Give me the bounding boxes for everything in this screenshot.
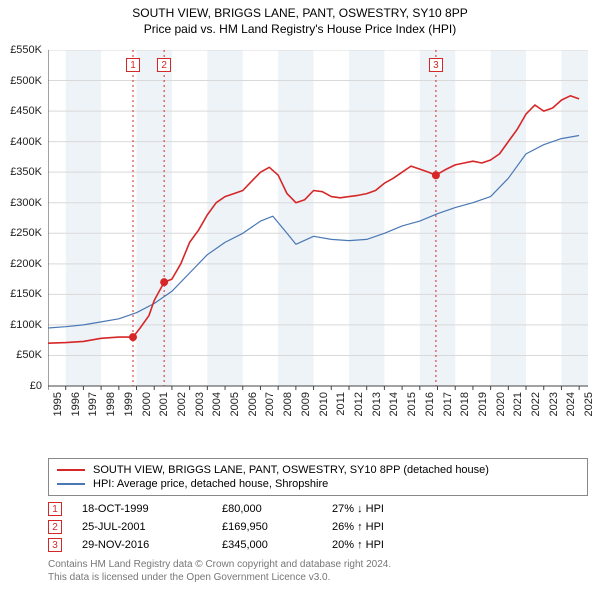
x-tick-label: 2017 — [442, 392, 454, 416]
chart-title: SOUTH VIEW, BRIGGS LANE, PANT, OSWESTRY,… — [0, 0, 600, 36]
y-tick-label: £150K — [0, 288, 42, 300]
sale-row: 3 29-NOV-2016£345,00020% ↑ HPI — [48, 536, 452, 554]
x-tick-label: 2005 — [229, 392, 241, 416]
sale-delta: 20% ↑ HPI — [332, 539, 452, 551]
x-tick-label: 1995 — [52, 392, 64, 416]
chart-svg — [48, 50, 588, 420]
x-tick-label: 2025 — [583, 392, 595, 416]
x-tick-label: 2020 — [495, 392, 507, 416]
x-tick-label: 2000 — [141, 392, 153, 416]
x-tick-label: 1997 — [87, 392, 99, 416]
x-tick-label: 2024 — [565, 392, 577, 416]
x-tick-label: 2009 — [300, 392, 312, 416]
footer-line2: This data is licensed under the Open Gov… — [48, 571, 391, 584]
sale-delta: 27% ↓ HPI — [332, 503, 452, 515]
legend-item: SOUTH VIEW, BRIGGS LANE, PANT, OSWESTRY,… — [57, 463, 579, 477]
x-tick-label: 2014 — [388, 392, 400, 416]
sale-date: 25-JUL-2001 — [82, 521, 222, 533]
legend: SOUTH VIEW, BRIGGS LANE, PANT, OSWESTRY,… — [48, 458, 588, 496]
legend-swatch — [57, 483, 85, 485]
y-tick-label: £250K — [0, 227, 42, 239]
x-tick-label: 2019 — [477, 392, 489, 416]
x-tick-label: 1999 — [123, 392, 135, 416]
y-tick-label: £200K — [0, 258, 42, 270]
event-marker: 2 — [157, 58, 171, 72]
x-tick-label: 2003 — [194, 392, 206, 416]
sale-marker: 1 — [48, 502, 62, 516]
sale-price: £80,000 — [222, 503, 332, 515]
x-tick-label: 2002 — [176, 392, 188, 416]
footer-line1: Contains HM Land Registry data © Crown c… — [48, 558, 391, 571]
sale-date: 18-OCT-1999 — [82, 503, 222, 515]
sale-row: 2 25-JUL-2001£169,95026% ↑ HPI — [48, 518, 452, 536]
event-marker: 1 — [126, 58, 140, 72]
x-tick-label: 2007 — [264, 392, 276, 416]
legend-item: HPI: Average price, detached house, Shro… — [57, 477, 579, 491]
x-tick-label: 2011 — [335, 392, 347, 416]
sale-row: 1 18-OCT-1999£80,00027% ↓ HPI — [48, 500, 452, 518]
y-tick-label: £350K — [0, 166, 42, 178]
legend-swatch — [57, 469, 85, 471]
sale-price: £345,000 — [222, 539, 332, 551]
x-tick-label: 1998 — [105, 392, 117, 416]
y-tick-label: £500K — [0, 75, 42, 87]
x-tick-label: 2018 — [459, 392, 471, 416]
x-tick-label: 2021 — [512, 392, 524, 416]
sale-date: 29-NOV-2016 — [82, 539, 222, 551]
sale-marker: 2 — [48, 520, 62, 534]
event-marker: 3 — [429, 58, 443, 72]
sale-delta: 26% ↑ HPI — [332, 521, 452, 533]
x-tick-label: 2012 — [353, 392, 365, 416]
sale-marker: 3 — [48, 538, 62, 552]
x-tick-label: 2013 — [371, 392, 383, 416]
sale-price: £169,950 — [222, 521, 332, 533]
y-tick-label: £0 — [0, 380, 42, 392]
x-tick-label: 2010 — [318, 392, 330, 416]
title-subtitle: Price paid vs. HM Land Registry's House … — [0, 22, 600, 36]
x-tick-label: 2015 — [406, 392, 418, 416]
title-address: SOUTH VIEW, BRIGGS LANE, PANT, OSWESTRY,… — [0, 6, 600, 20]
x-tick-label: 2016 — [424, 392, 436, 416]
y-tick-label: £50K — [0, 349, 42, 361]
legend-label: HPI: Average price, detached house, Shro… — [93, 478, 328, 490]
y-tick-label: £400K — [0, 136, 42, 148]
y-tick-label: £300K — [0, 197, 42, 209]
chart-area: £0£50K£100K£150K£200K£250K£300K£350K£400… — [48, 50, 588, 420]
x-tick-label: 2006 — [247, 392, 259, 416]
x-tick-label: 1996 — [70, 392, 82, 416]
x-tick-label: 2004 — [211, 392, 223, 416]
x-tick-label: 2023 — [548, 392, 560, 416]
y-tick-label: £450K — [0, 105, 42, 117]
sales-table: 1 18-OCT-1999£80,00027% ↓ HPI 2 25-JUL-2001… — [48, 500, 452, 554]
x-tick-label: 2022 — [530, 392, 542, 416]
x-tick-label: 2008 — [282, 392, 294, 416]
y-tick-label: £100K — [0, 319, 42, 331]
legend-label: SOUTH VIEW, BRIGGS LANE, PANT, OSWESTRY,… — [93, 464, 489, 476]
footer-attribution: Contains HM Land Registry data © Crown c… — [48, 558, 391, 584]
x-tick-label: 2001 — [158, 392, 170, 416]
y-tick-label: £550K — [0, 44, 42, 56]
